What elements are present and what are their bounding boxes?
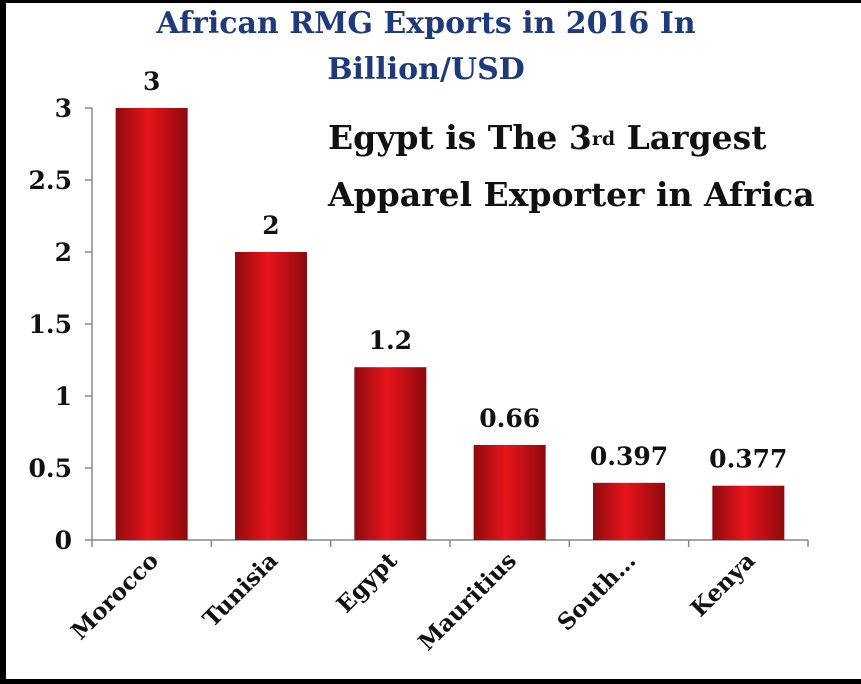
y-tick-label: 0 xyxy=(55,526,72,555)
callout-line-1: Egypt is The 3rd Largest xyxy=(328,112,848,169)
chart-title-line-1: African RMG Exports in 2016 In xyxy=(156,6,696,41)
bar xyxy=(235,252,307,540)
y-tick-label: 2 xyxy=(55,238,72,267)
data-label: 3 xyxy=(143,67,160,96)
callout-line-1-tail: Largest xyxy=(615,118,767,157)
data-label: 2 xyxy=(262,211,279,240)
category-label: Egypt xyxy=(331,547,402,618)
bar xyxy=(712,485,785,540)
y-tick-label: 2.5 xyxy=(29,166,73,195)
y-tick-label: 0.5 xyxy=(29,454,73,483)
y-tick-label: 1 xyxy=(55,382,72,411)
callout-superscript: rd xyxy=(591,128,616,150)
y-tick-label: 3 xyxy=(55,94,72,123)
callout-text: Egypt is The 3rd Largest Apparel Exporte… xyxy=(328,112,848,221)
data-label: 1.2 xyxy=(369,326,413,355)
bar xyxy=(473,444,546,540)
bar xyxy=(354,367,427,540)
category-label: Morocco xyxy=(66,547,164,645)
y-tick-label: 1.5 xyxy=(29,310,73,339)
category-label: Kenya xyxy=(686,547,761,622)
category-label: Mauritius xyxy=(413,547,522,656)
data-label: 0.377 xyxy=(709,445,787,474)
bar xyxy=(115,108,188,540)
category-label: Tunisia xyxy=(198,547,283,632)
chart-title-line-2: Billion/USD xyxy=(327,52,525,87)
data-label: 0.66 xyxy=(479,404,540,433)
callout-line-1-text: Egypt is The 3 xyxy=(328,118,592,157)
data-label: 0.397 xyxy=(590,442,668,471)
bar xyxy=(593,482,665,540)
callout-line-2: Apparel Exporter in Africa xyxy=(328,175,815,214)
category-label: South… xyxy=(552,547,641,636)
